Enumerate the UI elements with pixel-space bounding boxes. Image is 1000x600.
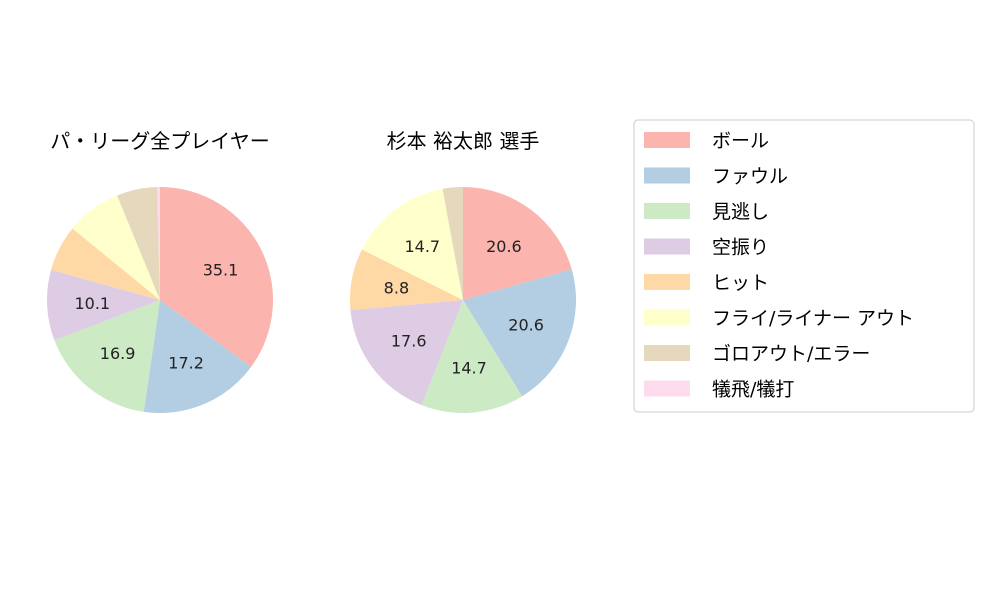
pie-slice-0-3 [47,269,161,341]
pie-slice-0-2 [54,300,160,412]
pie-slice-0-7 [157,187,160,300]
pie-slice-1-4 [349,249,463,311]
pie-slice-1-2 [421,300,523,414]
pie-label-1-3: 17.6 [391,332,427,351]
legend-swatch-1 [644,167,690,184]
legend-swatch-6 [644,345,690,361]
legend-swatch-7 [644,380,690,397]
pie-label-1-5: 14.7 [404,237,440,256]
pie-slice-1-5 [361,188,463,300]
legend-label-2: 見逃し [712,201,769,223]
pie-label-0-3: 10.1 [74,294,110,313]
pie-label-1-2: 14.7 [451,359,487,378]
pie-slice-1-0 [463,187,572,300]
pie-label-1-4: 8.8 [384,278,409,297]
pie-slice-0-6 [117,187,160,300]
pie-slice-1-3 [350,300,463,406]
pie-label-0-1: 17.2 [168,354,204,373]
legend-swatch-3 [644,238,690,255]
pie-slice-0-0 [160,187,273,367]
legend-label-3: 空振り [712,237,769,259]
pie-slice-1-1 [463,269,577,397]
pie-slice-0-5 [72,195,160,300]
pie-label-0-2: 16.9 [100,344,136,363]
chart-title-player: 杉本 裕太郎 選手 [387,129,540,153]
pie-label-0-0: 35.1 [203,260,239,279]
pie-label-1-0: 20.6 [486,237,522,256]
legend-label-4: ヒット [712,272,769,294]
chart-title-league: パ・リーグ全プレイヤー [50,129,269,153]
legend-frame [633,119,975,413]
legend-label-7: 犠飛/犠打 [712,379,794,401]
pie-slice-0-4 [51,228,160,300]
legend-swatch-2 [644,203,690,219]
legend-label-6: ゴロアウト/エラー [712,343,870,365]
legend-label-0: ボール [712,130,769,152]
pie-chart-league: パ・リーグ全プレイヤー 35.1 17.2 16.9 10.1 [47,129,273,413]
legend-swatch-0 [644,132,690,148]
legend-label-5: フライ/ライナー アウト [712,308,914,330]
legend-swatch-5 [644,309,690,326]
pie-slice-0-1 [143,300,251,413]
pie-slice-1-6 [442,187,463,300]
legend-label-1: ファウル [712,166,788,188]
pie-chart-player: 杉本 裕太郎 選手 20.6 20.6 14.7 17.6 8.8 14.7 [349,129,577,414]
legend-swatch-4 [644,274,690,290]
pie-label-1-1: 20.6 [508,316,544,335]
